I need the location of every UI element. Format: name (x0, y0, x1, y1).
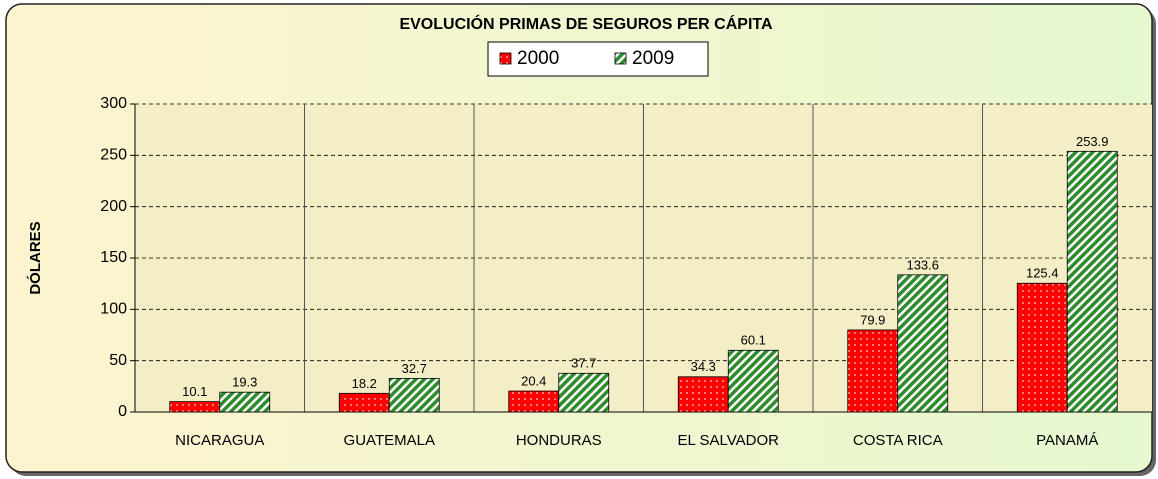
legend-label: 2009 (632, 48, 674, 69)
bar (508, 390, 560, 413)
chart-title: EVOLUCIÓN PRIMAS DE SEGUROS PER CÁPITA (399, 14, 773, 33)
legend (487, 41, 709, 77)
bar (1066, 150, 1118, 413)
x-tick-label: HONDURAS (516, 432, 602, 449)
data-label: 20.4 (521, 373, 546, 388)
x-tick-label: EL SALVADOR (678, 432, 780, 449)
data-label: 133.6 (906, 257, 939, 272)
data-label: 32.7 (402, 361, 427, 376)
legend-swatch (499, 52, 512, 65)
bar (847, 329, 899, 413)
y-tick-label: 250 (100, 147, 127, 164)
bar (897, 274, 949, 413)
data-label: 10.1 (182, 384, 207, 399)
bar (727, 349, 779, 413)
x-tick-label: GUATEMALA (344, 432, 435, 449)
data-label: 60.1 (741, 333, 766, 348)
data-label: 79.9 (860, 312, 885, 327)
data-label: 18.2 (352, 376, 377, 391)
y-tick-label: 0 (118, 403, 127, 420)
bar (219, 391, 271, 413)
bar (338, 392, 390, 413)
bar (677, 376, 729, 413)
y-tick-label: 50 (109, 352, 127, 369)
x-tick-label: NICARAGUA (175, 432, 264, 449)
y-axis-label: DÓLARES (26, 221, 44, 294)
data-label: 34.3 (691, 359, 716, 374)
bar (388, 378, 440, 413)
data-label: 19.3 (232, 375, 257, 390)
data-label: 253.9 (1076, 134, 1109, 149)
legend-swatch (614, 52, 627, 65)
bar (558, 372, 610, 413)
x-tick-label: PANAMÁ (1036, 432, 1098, 449)
x-tick-label: COSTA RICA (853, 432, 943, 449)
y-tick-label: 200 (100, 198, 127, 215)
y-tick-label: 300 (100, 95, 127, 112)
y-tick-label: 150 (100, 249, 127, 266)
data-label: 125.4 (1026, 266, 1059, 281)
data-label: 37.7 (571, 356, 596, 371)
bar (1016, 282, 1068, 413)
bar (169, 401, 221, 413)
legend-label: 2000 (517, 48, 559, 69)
y-tick-label: 100 (100, 301, 127, 318)
